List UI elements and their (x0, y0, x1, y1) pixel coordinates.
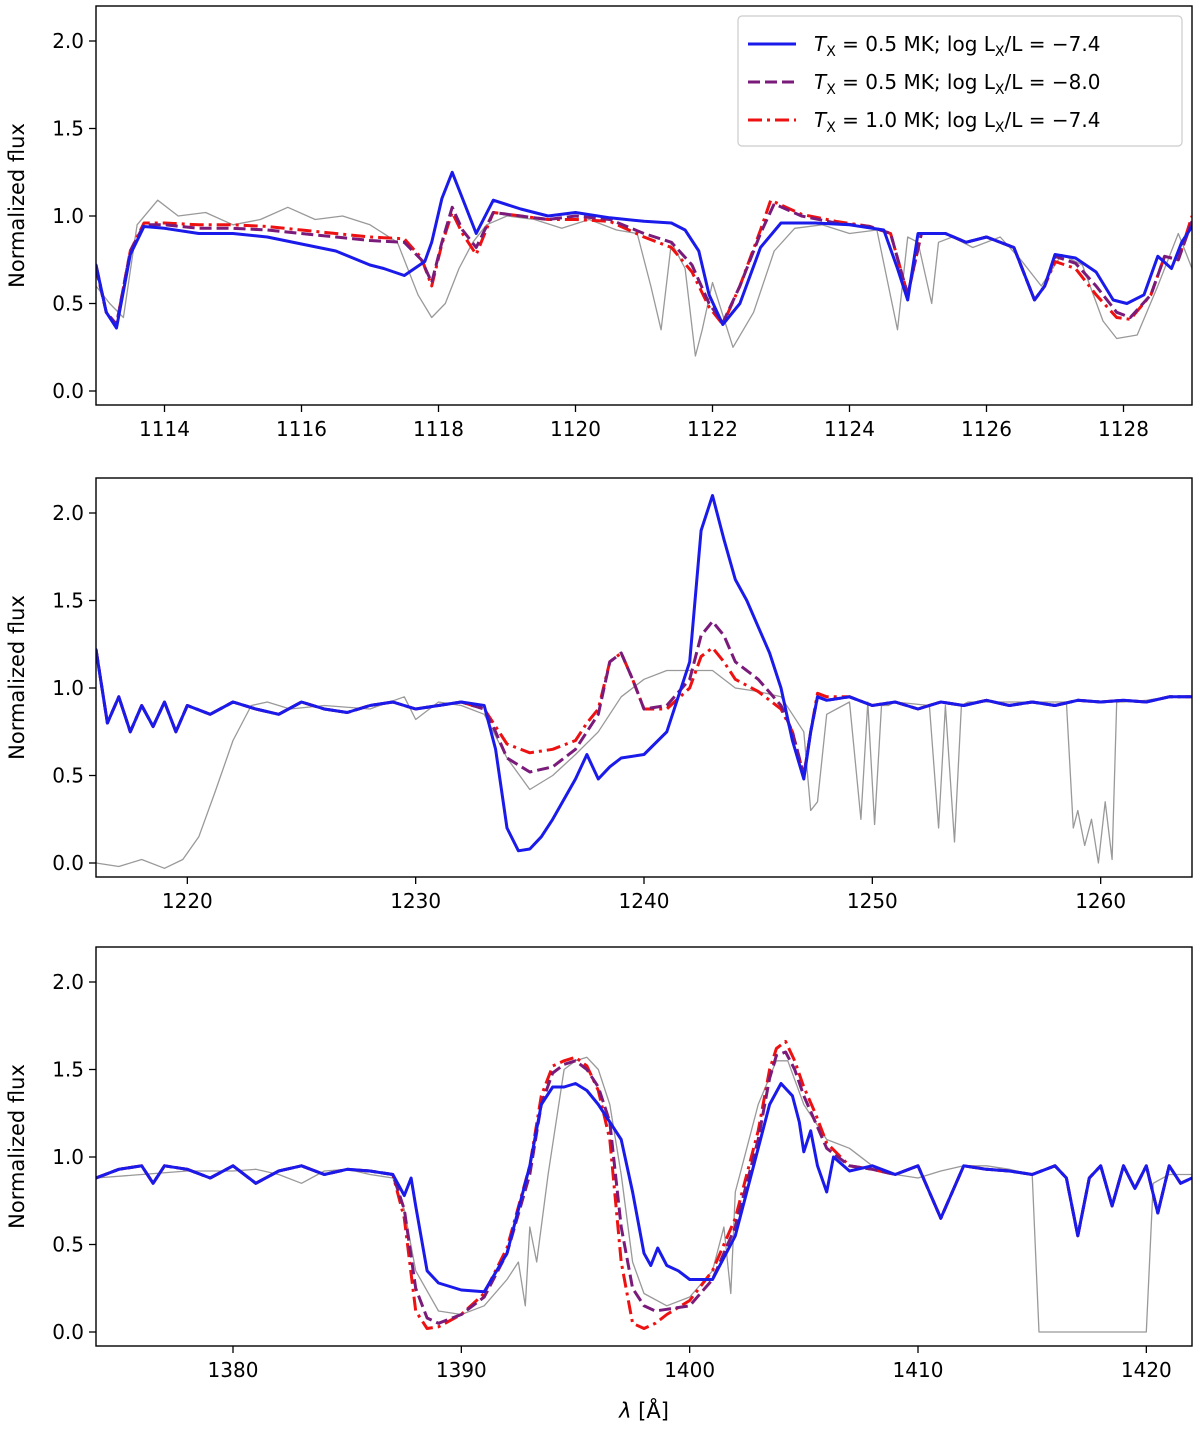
x-tick-label: 1260 (1075, 889, 1126, 913)
x-tick-label: 1122 (687, 417, 738, 441)
y-tick-label: 0.0 (52, 851, 84, 875)
x-axis-label: λ [Å] (618, 1397, 669, 1423)
panel-top: 1114 1116 1118 1120 1122 1124 1126 1128 0.0 0.5 1.… (5, 5, 1193, 441)
legend: TX = 0.5 MK; log LX/L = −7.4 TX = 0.5 MK;… (737, 15, 1183, 147)
x-tick-label: 1120 (550, 417, 601, 441)
series-line-observed (96, 669, 1192, 869)
x-tick-label: 1390 (436, 1358, 487, 1382)
y-tick-label: 2.0 (52, 29, 84, 53)
y-axis-label: Normalized flux (5, 595, 29, 760)
y-axis-label: Normalized flux (5, 1064, 29, 1229)
y-tick-label: 0.5 (52, 292, 84, 316)
x-tick-label: 1230 (390, 889, 441, 913)
series-line-model_a (96, 170, 1192, 330)
x-tick-label: 1128 (1098, 417, 1149, 441)
series-line-model_c (96, 646, 1192, 777)
series-group (96, 494, 1192, 869)
series-line-model_a (96, 1082, 1192, 1294)
x-tick-label: 1420 (1121, 1358, 1172, 1382)
x-tick-label: 1240 (619, 889, 670, 913)
x-tick-label: 1220 (162, 889, 213, 913)
series-line-observed (96, 199, 1192, 357)
legend-label: TX = 1.0 MK; log LX/L = −7.4 (814, 108, 1100, 136)
y-tick-label: 0.0 (52, 1320, 84, 1344)
y-tick-label: 0.5 (52, 1233, 84, 1257)
series-group (96, 170, 1192, 357)
x-tick-label: 1400 (664, 1358, 715, 1382)
series-line-model_a (96, 494, 1192, 853)
y-axis-label: Normalized flux (5, 123, 29, 288)
y-tick-label: 1.5 (52, 1058, 84, 1082)
x-tick-label: 1118 (413, 417, 464, 441)
series-group (96, 1040, 1192, 1333)
y-tick-label: 1.0 (52, 204, 84, 228)
x-tick-label: 1126 (961, 417, 1012, 441)
y-tick-label: 1.5 (52, 589, 84, 613)
series-line-observed (96, 1056, 1192, 1333)
x-tick-label: 1114 (139, 417, 190, 441)
y-tick-label: 2.0 (52, 970, 84, 994)
y-tick-label: 0.0 (52, 379, 84, 403)
panel-bottom: 1380 1390 1400 1410 1420 0.0 0.5 1.0 1.5 2.0 Norma… (5, 946, 1193, 1423)
legend-label: TX = 0.5 MK; log LX/L = −8.0 (814, 70, 1100, 98)
series-line-model_b (96, 1050, 1192, 1325)
axes-frame (95, 5, 1193, 406)
x-tick-label: 1410 (893, 1358, 944, 1382)
series-line-model_c (96, 1040, 1192, 1330)
legend-box (737, 15, 1183, 147)
x-tick-label: 1124 (824, 417, 875, 441)
y-tick-label: 1.0 (52, 676, 84, 700)
y-tick-label: 1.5 (52, 117, 84, 141)
x-tick-label: 1116 (276, 417, 327, 441)
y-tick-label: 2.0 (52, 501, 84, 525)
y-tick-label: 1.0 (52, 1145, 84, 1169)
x-tick-label: 1250 (847, 889, 898, 913)
y-tick-label: 0.5 (52, 764, 84, 788)
axes-frame (95, 477, 1193, 878)
panel-middle: 1220 1230 1240 1250 1260 0.0 0.5 1.0 1.5 2.0 Norma… (5, 477, 1193, 913)
series-line-model_b (96, 202, 1192, 326)
axes-frame (95, 946, 1193, 1347)
x-tick-label: 1380 (208, 1358, 259, 1382)
legend-label: TX = 0.5 MK; log LX/L = −7.4 (814, 32, 1100, 60)
